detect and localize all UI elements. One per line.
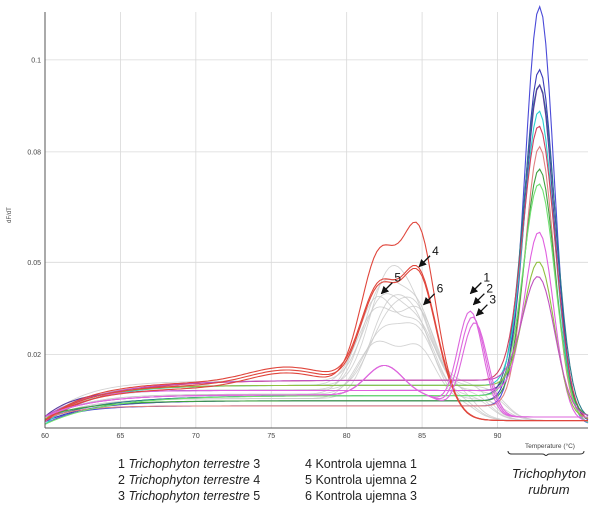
annotation-label: 5 [394,271,401,285]
x-tick-label: 75 [267,433,275,440]
x-tick-label: 60 [41,433,49,440]
y-tick-label: 0.1 [31,57,41,64]
y-tick-label: 0.05 [27,260,41,267]
x-tick-label: 90 [494,433,502,440]
background-curve [44,295,588,422]
negative-control-curve [44,264,588,422]
x-axis-label: Temperature (°C) [525,442,575,450]
y-tick-label: 0.08 [27,149,41,156]
legend-item: 1 Trichophyton terrestre 3 [118,457,261,471]
annotation-arrow [423,293,436,306]
grid-lines [44,12,588,428]
annotation-arrow [472,293,485,306]
legend-item: 3 Trichophyton terrestre 5 [118,489,261,503]
legend-item: 4 Kontrola ujemna 1 [305,457,417,471]
x-tick-label: 85 [418,433,426,440]
annotation-label: 3 [489,293,496,307]
legend-item: 6 Kontrola ujemna 3 [305,489,417,503]
annotation-label: 4 [432,244,439,258]
curve-group [44,5,589,425]
rubrum-bracket [507,450,585,456]
terrestre-curve [44,322,588,418]
annotation-arrow [469,282,482,295]
legend-column-2: 4 Kontrola ujemna 1 5 Kontrola ujemna 2 … [305,456,417,504]
legend-item: 2 Trichophyton terrestre 4 [118,473,261,487]
x-tick-label: 70 [192,433,200,440]
legend-item: 5 Kontrola ujemna 2 [305,473,417,487]
annotation-label: 2 [486,282,493,296]
annotation-label: 1 [483,271,490,285]
x-tick-label: 80 [343,433,351,440]
melt-curve-chart: 60 65 70 75 80 85 90 0.02 0.05 0.08 0.1 123 4 5 6 dF/… [7,5,589,456]
rubrum-curve [44,183,589,425]
annotation-arrow [418,255,431,268]
annotation-label: 6 [437,282,444,296]
annotation-arrow [380,282,393,295]
y-axis-label: dF/dT [7,207,13,223]
y-tick-label: 0.02 [27,352,41,359]
rubrum-curve [44,276,589,418]
axes: 60 65 70 75 80 85 900.020.050.080.1 [27,12,588,440]
annotations: 123 4 5 6 [380,244,496,317]
annotation-arrow [475,304,488,317]
legend-column-1: 1 Trichophyton terrestre 3 2 Trichophyto… [118,456,260,504]
rubrum-group-label: Trichophyton rubrum [511,466,587,497]
x-tick-label: 65 [117,433,125,440]
